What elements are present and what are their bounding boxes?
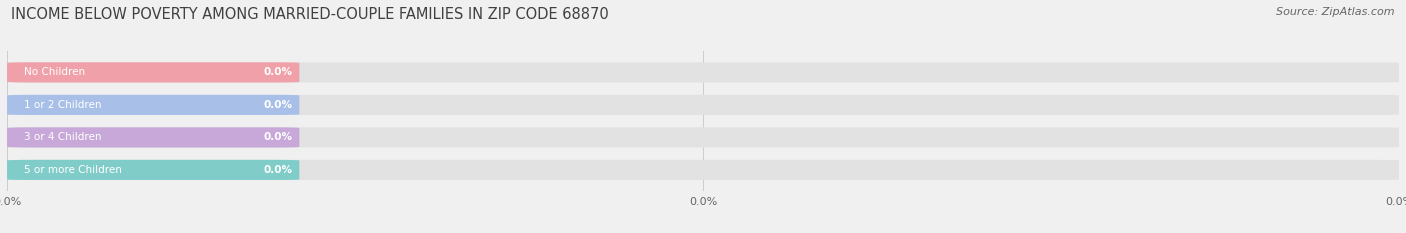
Text: No Children: No Children: [24, 67, 84, 77]
Text: 0.0%: 0.0%: [263, 100, 292, 110]
Text: Source: ZipAtlas.com: Source: ZipAtlas.com: [1277, 7, 1395, 17]
FancyBboxPatch shape: [7, 62, 299, 82]
Text: 1 or 2 Children: 1 or 2 Children: [24, 100, 101, 110]
Text: INCOME BELOW POVERTY AMONG MARRIED-COUPLE FAMILIES IN ZIP CODE 68870: INCOME BELOW POVERTY AMONG MARRIED-COUPL…: [11, 7, 609, 22]
FancyBboxPatch shape: [7, 127, 1399, 147]
Text: 0.0%: 0.0%: [263, 165, 292, 175]
FancyBboxPatch shape: [7, 160, 1399, 180]
FancyBboxPatch shape: [7, 95, 1399, 115]
Text: 3 or 4 Children: 3 or 4 Children: [24, 132, 101, 142]
FancyBboxPatch shape: [7, 62, 1399, 82]
FancyBboxPatch shape: [7, 127, 299, 147]
Text: 0.0%: 0.0%: [263, 67, 292, 77]
Text: 5 or more Children: 5 or more Children: [24, 165, 121, 175]
Text: 0.0%: 0.0%: [263, 132, 292, 142]
FancyBboxPatch shape: [7, 95, 299, 115]
FancyBboxPatch shape: [7, 160, 299, 180]
